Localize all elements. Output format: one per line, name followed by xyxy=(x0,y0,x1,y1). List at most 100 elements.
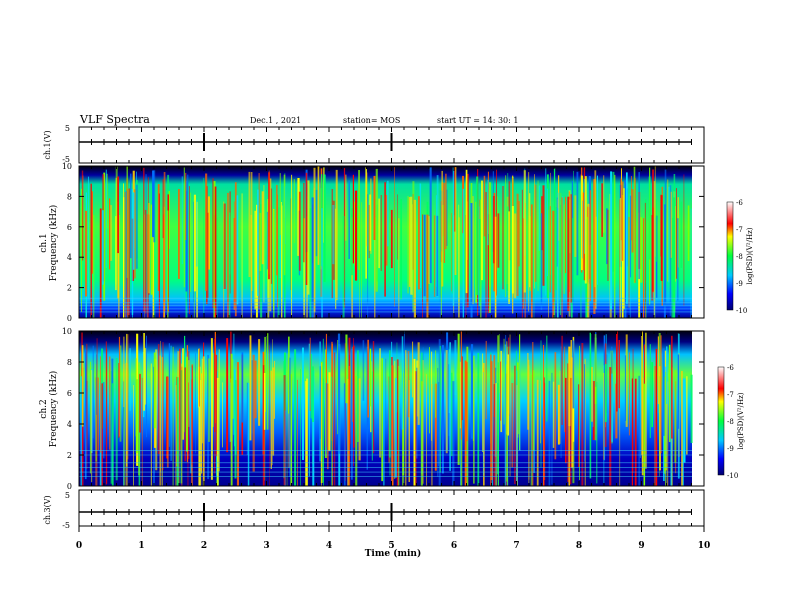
spectrogram-streak xyxy=(396,342,398,413)
spectrogram-streak xyxy=(506,341,508,435)
spectrogram-streak xyxy=(433,215,436,297)
spectrogram-streak xyxy=(639,355,641,458)
spectrogram-streak xyxy=(683,378,686,463)
spectrogram-streak xyxy=(118,363,120,438)
spectrogram-streak xyxy=(487,214,490,314)
spectrogram-streak xyxy=(270,188,273,284)
spectrogram-streak xyxy=(400,199,402,300)
spectrogram-streak xyxy=(111,383,114,486)
spectrogram-streak xyxy=(530,204,533,318)
spectrogram-streak xyxy=(133,192,135,270)
spectrogram-streak xyxy=(624,355,627,421)
spectrogram-streak xyxy=(310,354,312,419)
spectrogram-streak xyxy=(109,198,111,270)
spectrogram-streak xyxy=(208,358,210,442)
spectrogram-streak xyxy=(683,174,685,307)
spectrogram-streak xyxy=(569,377,572,485)
spectrogram-streak xyxy=(85,210,87,297)
ch1-colorbar-label: log(PSD)(V²/Hz) xyxy=(746,227,754,284)
spectrogram-streak xyxy=(557,192,559,318)
spectrogram-streak xyxy=(523,170,526,293)
spectrogram-streak xyxy=(251,172,253,291)
spectrogram-streak xyxy=(223,203,226,289)
spectrogram-streak xyxy=(668,186,670,283)
spectrogram-streak xyxy=(437,367,439,477)
spectrogram-streak xyxy=(96,338,98,458)
spectrogram-streak xyxy=(367,194,369,318)
spectrogram-streak xyxy=(396,359,399,486)
ch2-colorbar-bar xyxy=(717,366,725,476)
spectrogram-streak xyxy=(115,358,118,481)
spectrogram-streak xyxy=(408,197,411,287)
spectrogram-streak xyxy=(407,351,410,418)
spectrogram-streak xyxy=(419,183,422,288)
spectrogram-streak xyxy=(645,332,647,469)
spectrogram-streak xyxy=(563,204,565,294)
ytick-label: 2 xyxy=(67,284,72,293)
spectrogram-streak xyxy=(540,213,543,310)
spectrogram-streak xyxy=(144,348,147,405)
spectrogram-streak xyxy=(81,188,82,312)
spectrogram-streak xyxy=(152,170,155,238)
spectrogram-streak xyxy=(89,361,91,474)
spectrogram-streak xyxy=(534,184,537,282)
figure-title: VLF Spectra xyxy=(79,113,150,126)
spectrogram-streak xyxy=(378,198,380,269)
colorbar-tick-label: -9 xyxy=(736,280,743,288)
spectrogram-streak xyxy=(88,176,89,299)
spectrogram-streak xyxy=(270,370,272,469)
spectrogram-streak xyxy=(105,341,107,485)
spectrogram-streak xyxy=(138,362,141,476)
spectrogram-streak xyxy=(277,194,278,308)
spectrogram-streak xyxy=(279,173,281,235)
spectrogram-streak xyxy=(621,181,624,261)
spectrogram-streak xyxy=(263,185,265,303)
start-time-label: start UT = 14: 30: 1 xyxy=(437,116,518,125)
spectrogram-streak xyxy=(631,189,634,253)
ch2-spectrogram-ylabel: Frequency (kHz) xyxy=(48,371,59,448)
spectrogram-streak xyxy=(631,378,633,486)
ch1-colorbar: -6 -7 -8 -9 -10 log(PSD)(V²/Hz) xyxy=(726,199,754,315)
spectrogram-streak xyxy=(592,351,594,427)
spectrogram-streak xyxy=(435,350,437,418)
xtick-label: 4 xyxy=(326,541,332,551)
spectrogram-streak xyxy=(536,379,539,486)
spectrogram-streak xyxy=(198,348,200,408)
spectrogram-streak xyxy=(135,184,138,269)
spectrogram-streak xyxy=(651,362,653,428)
spectrogram-streak xyxy=(286,353,288,486)
spectrogram-streak xyxy=(564,346,566,433)
spectrogram-streak xyxy=(582,200,583,259)
spectrogram-streak xyxy=(570,194,572,303)
spectrogram-streak xyxy=(317,166,320,265)
spectrogram-streak xyxy=(570,340,572,410)
spectrogram-streak xyxy=(161,357,163,486)
ch2-spectrogram-panel: 0 2 4 6 8 10 ch.2 Frequency (kHz) xyxy=(39,327,705,491)
spectrogram-streak xyxy=(548,380,551,486)
spectrogram-streak xyxy=(258,339,261,426)
spectrogram-streak xyxy=(254,360,257,419)
spectrogram-streak xyxy=(366,347,368,470)
spectrogram-streak xyxy=(663,204,666,318)
spectrogram-streak xyxy=(472,196,474,305)
spectrogram-streak xyxy=(465,361,468,442)
spectrogram-streak xyxy=(272,339,273,466)
spectrogram-streak xyxy=(141,377,143,486)
spectrogram-streak xyxy=(435,195,437,287)
spectrogram-streak xyxy=(487,179,489,246)
spectrogram-streak xyxy=(405,350,407,486)
spectrogram-streak xyxy=(571,357,574,469)
spectrogram-streak xyxy=(358,170,360,270)
spectrogram-streak xyxy=(603,372,605,460)
ch1-spectrogram-lines xyxy=(79,297,692,313)
spectrogram-streak xyxy=(236,362,239,486)
spectrogram-streak xyxy=(521,189,523,318)
ch3-waveform-panel: 5 -5 ch.3(V) xyxy=(43,489,705,530)
colorbar-tick-label: -8 xyxy=(736,253,743,261)
spectrogram-streak xyxy=(643,218,645,318)
spectrogram-streak xyxy=(640,217,643,283)
spectrogram-streak xyxy=(452,167,455,306)
spectrogram-streak xyxy=(279,210,281,279)
spectrogram-streak xyxy=(632,348,634,473)
spectrogram-streak xyxy=(540,340,542,468)
